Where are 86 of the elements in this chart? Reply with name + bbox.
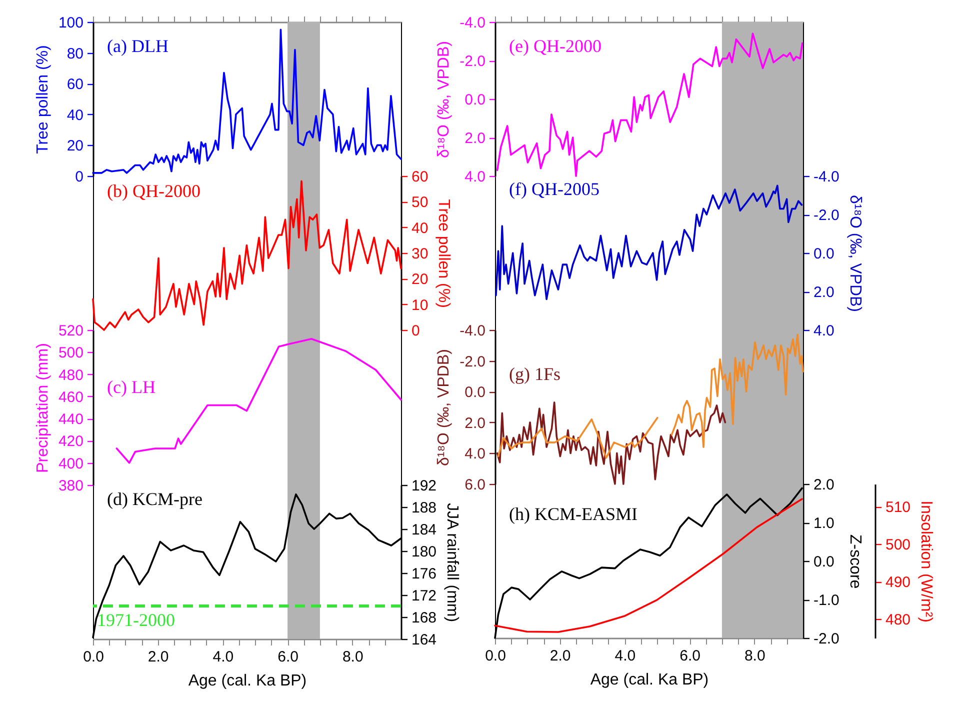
y-tick-label: 0 xyxy=(75,168,84,186)
y-tick-label: -2.0 xyxy=(460,353,486,370)
y-axis-title: Precipitation (mm) xyxy=(34,343,52,473)
y2-tick-label: 20 xyxy=(412,271,428,288)
y2-tick-label: -2.0 xyxy=(814,207,840,224)
x-tick-label: 8.0 xyxy=(342,648,364,666)
y2-tick-label: 30 xyxy=(412,246,428,262)
y3-axis-title: Insolation (W/m²) xyxy=(918,500,935,622)
y-tick-label: 2.0 xyxy=(464,414,486,432)
y-tick-label: 520 xyxy=(58,322,84,340)
y2-axis-title: Z-score xyxy=(846,534,864,589)
x-tick-label: 0.0 xyxy=(83,648,104,666)
y2-tick-label: 164 xyxy=(412,632,437,648)
x-axis-title: Age (cal. Ka BP) xyxy=(188,672,307,690)
text: (e) QH-2000 xyxy=(509,36,602,56)
y2-tick-label: 60 xyxy=(412,168,428,186)
y-tick-label: 2.0 xyxy=(464,130,486,147)
x-tick-label: 4.0 xyxy=(614,648,636,664)
y-axis-title: Tree pollen (%) xyxy=(34,45,52,154)
annotation: 1971-2000 xyxy=(97,610,175,630)
y-tick-label: 20 xyxy=(66,138,84,155)
x-tick-label: 6.0 xyxy=(680,648,700,664)
y-axis-title: δ¹⁸O (‰, VPDB) xyxy=(436,349,453,466)
y-tick-label: 4.0 xyxy=(464,168,486,186)
x-tick-label: 2.0 xyxy=(550,648,571,664)
y2-tick-label: 0 xyxy=(412,322,420,340)
y2-tick-label: -4.0 xyxy=(814,168,840,186)
y2-axis-title: Tree pollen (%) xyxy=(435,199,452,308)
y2-tick-label: 168 xyxy=(412,610,437,626)
y2-axis-title: δ¹⁸O (‰, VPDB) xyxy=(846,195,864,312)
y-tick-label: -2.0 xyxy=(460,53,486,70)
y2-tick-label: -2.0 xyxy=(814,630,840,648)
x-tick-label: 0.0 xyxy=(485,648,506,664)
y-tick-label: -4.0 xyxy=(460,322,486,340)
y-tick-label: 6.0 xyxy=(464,476,486,494)
y2-tick-label: 1.0 xyxy=(814,515,834,532)
y-tick-label: 500 xyxy=(58,344,84,362)
y3-tick-label: 510 xyxy=(886,499,911,516)
y-tick-label: -4.0 xyxy=(460,14,486,32)
x-tick-label: 6.0 xyxy=(278,648,298,666)
chart-title: (f) QH-2005 xyxy=(509,179,600,199)
y-tick-label: 80 xyxy=(66,45,84,62)
y-tick-label: 480 xyxy=(58,366,84,384)
y2-tick-label: 188 xyxy=(412,500,437,516)
chart-title: (b) QH-2000 xyxy=(107,181,200,201)
y2-tick-label: 0.0 xyxy=(814,554,834,570)
y2-tick-label: 4.0 xyxy=(814,322,834,340)
text: (h) KCM-EASMI xyxy=(509,504,638,524)
y2-tick-label: 180 xyxy=(412,544,437,560)
chart-title: (d) KCM-pre xyxy=(107,489,202,509)
y3-tick-label: 490 xyxy=(886,574,911,592)
text: (g) 1Fs xyxy=(509,364,561,384)
y2-tick-label: 176 xyxy=(412,566,437,582)
y2-tick-label: 2.0 xyxy=(814,476,834,494)
x-tick-label: 2.0 xyxy=(148,648,169,666)
y-tick-label: 420 xyxy=(58,433,84,450)
y2-tick-label: 40 xyxy=(412,220,428,237)
y-tick-label: 60 xyxy=(66,76,84,94)
text: (c) LH xyxy=(107,377,156,397)
y2-tick-label: 50 xyxy=(412,194,428,212)
y-tick-label: 100 xyxy=(58,14,84,32)
y3-tick-label: 480 xyxy=(886,612,911,629)
y2-tick-label: 10 xyxy=(412,296,428,314)
y-tick-label: 0.0 xyxy=(464,384,486,402)
y-tick-label: 0.0 xyxy=(464,92,486,108)
y-tick-label: 440 xyxy=(58,411,84,428)
y-tick-label: 380 xyxy=(58,478,84,494)
x-axis-title: Age (cal. Ka BP) xyxy=(590,672,709,688)
y2-tick-label: -1.0 xyxy=(814,592,840,609)
x-tick-label: 4.0 xyxy=(212,648,234,666)
y-axis-title: δ¹⁸O (‰, VPDB) xyxy=(436,41,453,158)
y3-tick-label: 500 xyxy=(886,536,911,554)
y-tick-label: 400 xyxy=(58,455,84,472)
y2-tick-label: 184 xyxy=(412,522,437,538)
text: (a) DLH xyxy=(107,36,168,56)
line-series xyxy=(92,180,402,331)
y2-tick-label: 0.0 xyxy=(814,246,834,262)
line-series xyxy=(496,32,804,177)
y2-tick-label: 172 xyxy=(412,588,437,604)
y-tick-label: 40 xyxy=(66,106,84,124)
y-tick-label: 4.0 xyxy=(464,446,486,463)
y-tick-label: 460 xyxy=(58,388,84,406)
y2-axis-title: JJA rainfall (mm) xyxy=(444,502,461,622)
y2-tick-label: 192 xyxy=(412,478,437,494)
x-tick-label: 8.0 xyxy=(744,648,766,664)
y2-tick-label: 2.0 xyxy=(814,284,834,301)
